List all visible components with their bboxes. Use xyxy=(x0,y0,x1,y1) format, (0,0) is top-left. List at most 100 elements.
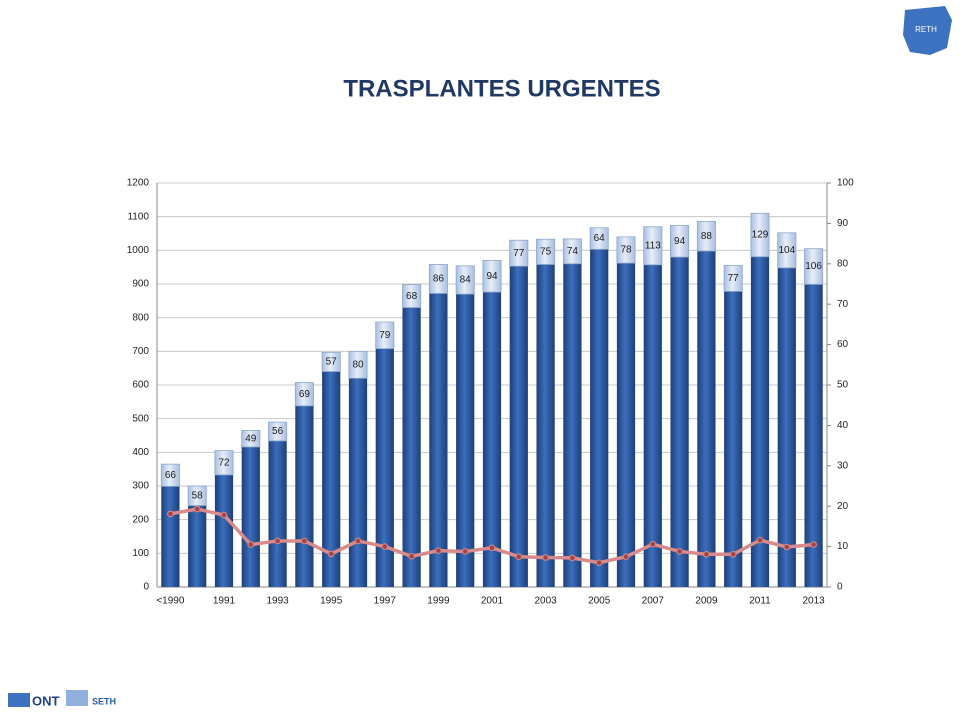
line-marker xyxy=(435,547,442,554)
value-label: 68 xyxy=(406,291,418,302)
line-marker xyxy=(167,510,174,518)
ont-logo-shape xyxy=(8,693,30,707)
x-tick-label: 1991 xyxy=(213,596,236,607)
value-label: 64 xyxy=(594,233,606,244)
value-label: 113 xyxy=(645,240,661,251)
line-marker xyxy=(729,550,737,558)
value-label: 88 xyxy=(701,231,713,242)
bar-segment xyxy=(777,267,796,587)
bar-segment xyxy=(402,307,421,587)
bar-segment xyxy=(804,248,824,285)
bar-segment xyxy=(160,463,180,487)
y-tick-label: 300 xyxy=(132,481,149,492)
value-label: 49 xyxy=(245,433,257,444)
bar-segment xyxy=(429,293,448,587)
bar-segment xyxy=(562,238,582,265)
value-label: 80 xyxy=(352,359,364,370)
value-label: 94 xyxy=(486,271,498,282)
bar-segment xyxy=(590,249,609,587)
bar-segment xyxy=(616,236,636,264)
reth-logo-shape xyxy=(903,6,952,55)
value-label: 75 xyxy=(540,246,552,257)
y2-tick-label: 50 xyxy=(837,380,849,391)
bar-segment xyxy=(643,226,663,266)
bar-segment xyxy=(375,321,395,350)
bar-segment xyxy=(750,256,770,587)
y-tick-label: 1100 xyxy=(127,211,149,222)
y2-tick-label: 90 xyxy=(837,218,849,229)
value-label: 77 xyxy=(728,273,740,284)
x-tick-label: 2013 xyxy=(802,596,825,607)
value-label: 129 xyxy=(752,230,769,241)
value-label: 57 xyxy=(326,357,338,368)
bar-segment xyxy=(161,486,180,587)
line-marker xyxy=(756,536,764,544)
bar-segment xyxy=(777,232,797,269)
chart-title: TRASPLANTES URGENTES xyxy=(343,75,660,102)
bar-segment xyxy=(214,450,234,476)
y-tick-label: 400 xyxy=(132,447,149,458)
bar-segment xyxy=(295,405,314,587)
bar-segment xyxy=(348,350,368,379)
bar-segment xyxy=(750,212,770,258)
y2-tick-label: 70 xyxy=(837,299,849,310)
y2-tick-label: 0 xyxy=(837,582,843,593)
bar-segment xyxy=(697,251,716,588)
bar-segment xyxy=(724,291,743,587)
x-tick-label: 1995 xyxy=(320,596,343,607)
bar-segment xyxy=(536,238,556,265)
y2-tick-label: 100 xyxy=(837,178,854,189)
x-tick-label: 1999 xyxy=(427,596,450,607)
y-tick-label: 1200 xyxy=(127,178,150,189)
line-marker xyxy=(274,537,281,545)
bar-segment xyxy=(696,220,716,252)
y2-tick-label: 10 xyxy=(837,541,849,552)
x-tick-label: 1997 xyxy=(374,596,397,607)
value-label: 77 xyxy=(513,248,525,259)
bar-segment xyxy=(509,266,528,587)
value-label: 66 xyxy=(165,470,177,481)
y-tick-label: 1000 xyxy=(127,245,150,256)
value-label: 106 xyxy=(805,261,822,272)
line-marker xyxy=(569,554,576,562)
bar-segment xyxy=(670,225,690,258)
bar-segment xyxy=(482,260,502,293)
bar-segment xyxy=(241,446,260,587)
line-marker xyxy=(810,541,817,548)
line-marker xyxy=(301,537,308,545)
value-label: 74 xyxy=(567,246,579,257)
x-tick-label: 2007 xyxy=(642,596,665,607)
bar-segment xyxy=(428,264,448,294)
bar-segment xyxy=(723,265,743,292)
x-tick-label: 1993 xyxy=(266,596,289,607)
line-marker xyxy=(220,511,228,519)
line-marker xyxy=(247,541,255,548)
value-label: 94 xyxy=(674,236,686,247)
value-label: 79 xyxy=(379,330,391,341)
y-tick-label: 700 xyxy=(132,346,149,357)
bar-segment xyxy=(563,263,582,587)
value-label: 56 xyxy=(272,426,284,437)
bar-segment xyxy=(804,284,823,587)
bar-segment xyxy=(268,421,288,442)
x-tick-label: 2011 xyxy=(749,596,771,607)
line-marker xyxy=(408,552,415,560)
value-label: 86 xyxy=(433,274,445,285)
y-tick-label: 500 xyxy=(132,413,149,424)
y2-tick-label: 30 xyxy=(837,460,849,471)
value-label: 84 xyxy=(460,275,472,286)
bar-segment xyxy=(509,239,529,267)
line-marker xyxy=(515,553,523,561)
bar-segment xyxy=(455,265,475,295)
bar-segment xyxy=(187,485,207,506)
value-label: 104 xyxy=(778,245,795,256)
value-label: 78 xyxy=(620,245,632,256)
bar-segment xyxy=(322,371,341,587)
line-marker xyxy=(327,550,335,558)
line-marker xyxy=(542,554,549,561)
bar-segment xyxy=(482,292,502,587)
bar-segment xyxy=(402,284,422,308)
y-tick-label: 900 xyxy=(132,279,149,290)
y2-tick-label: 20 xyxy=(837,501,849,512)
